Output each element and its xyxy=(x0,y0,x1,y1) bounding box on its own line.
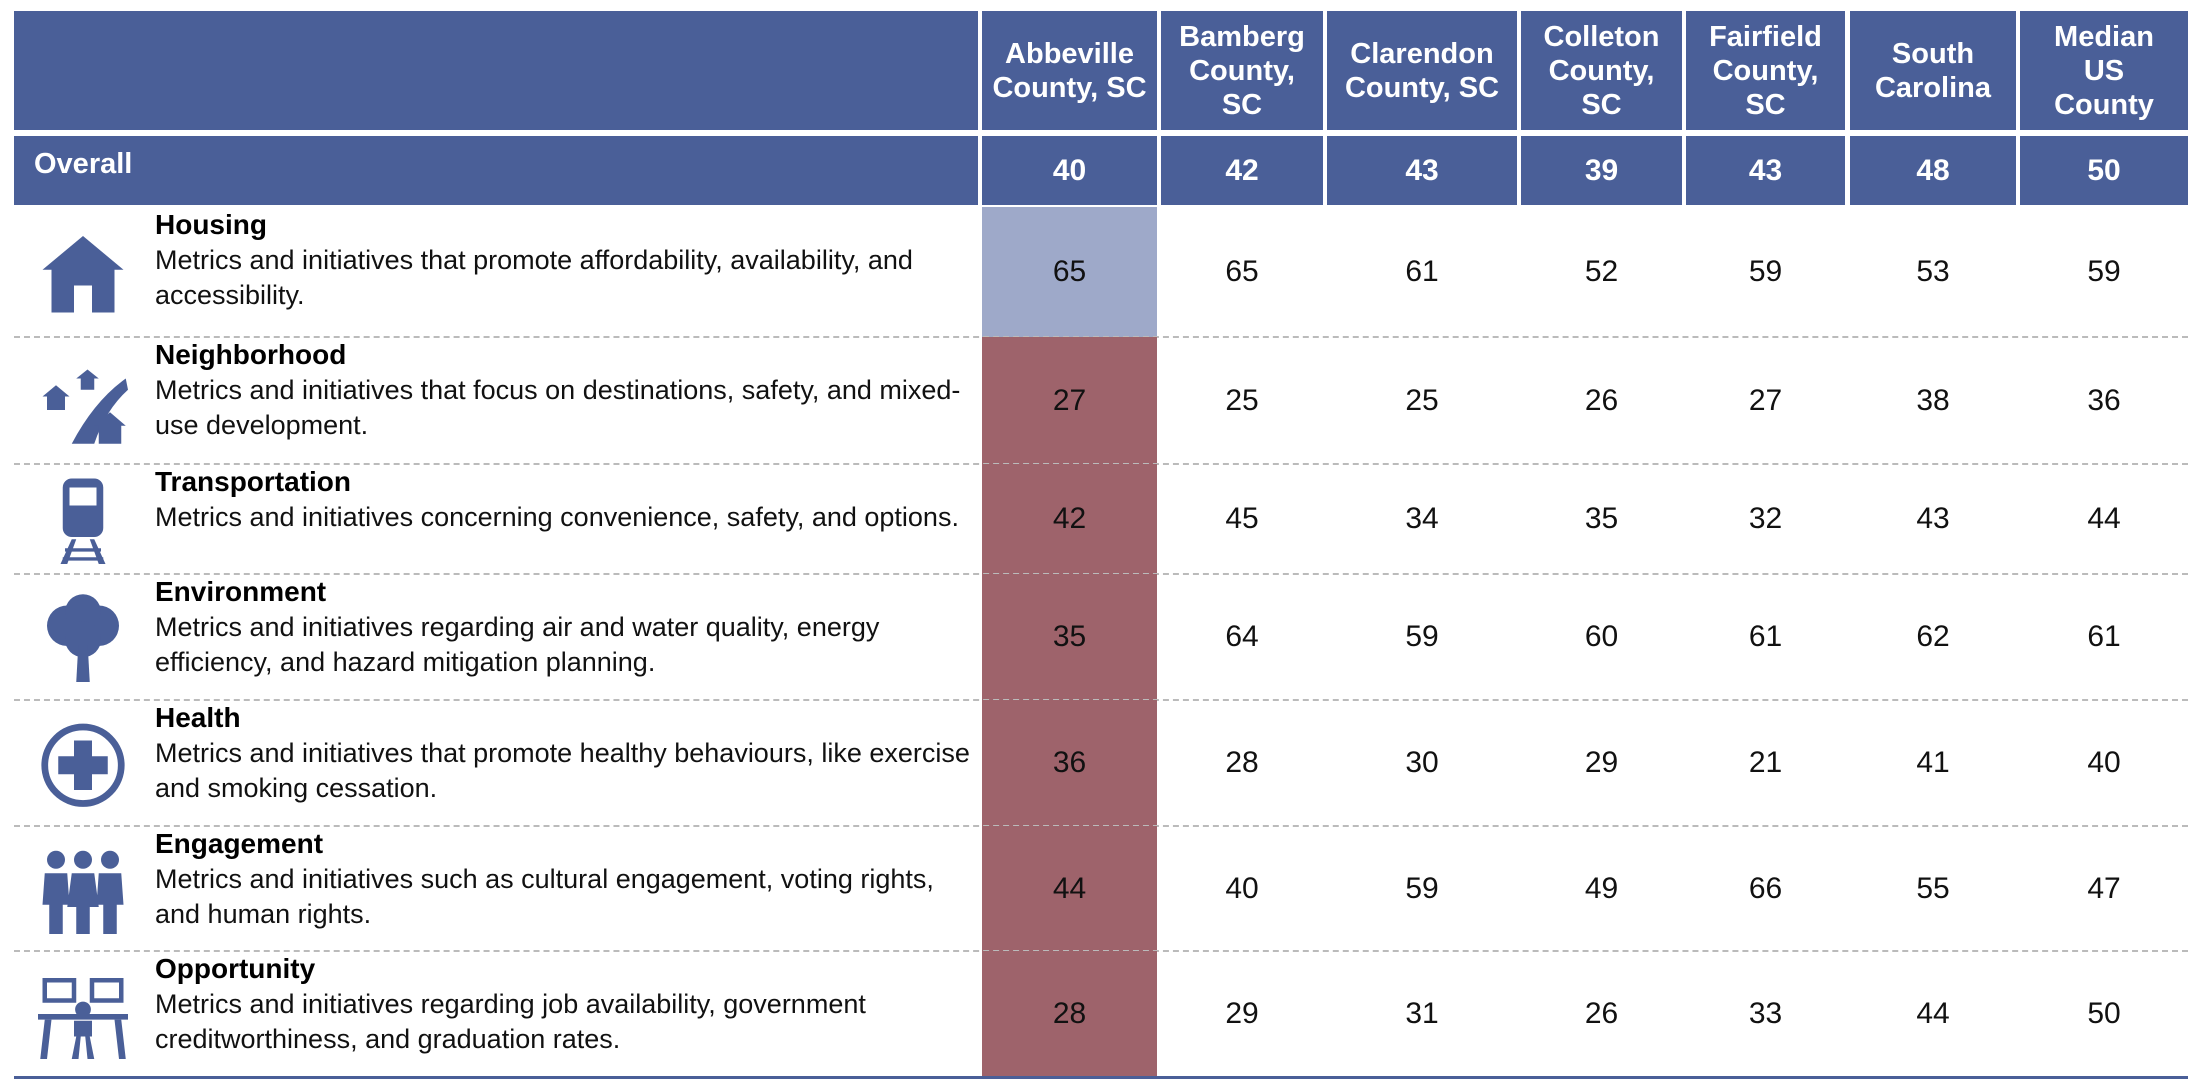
score-cell: 66 xyxy=(1748,871,1783,905)
column-header: Bamberg County, SC xyxy=(1161,11,1323,130)
row-icon xyxy=(38,356,128,446)
row-description: Metrics and initiatives that promote aff… xyxy=(155,245,913,310)
overall-score: 48 xyxy=(1850,136,2016,205)
row-title: Opportunity xyxy=(155,953,316,984)
score-cell: 45 xyxy=(1225,502,1259,535)
score-cell: 43 xyxy=(1916,502,1950,535)
score-cell: 35 xyxy=(982,574,1157,700)
row-description: Metrics and initiatives such as cultural… xyxy=(155,864,934,929)
header-blank xyxy=(14,11,978,130)
overall-score: 43 xyxy=(1686,136,1845,205)
overall-score: 50 xyxy=(2020,136,2188,205)
icon xyxy=(42,850,124,934)
score-cell: 44 xyxy=(982,826,1157,951)
score-cell: 62 xyxy=(1916,620,1950,653)
score-cell: 59 xyxy=(2087,255,2121,288)
score-cell: 55 xyxy=(1916,871,1950,905)
score-cell: 40 xyxy=(2087,746,2121,779)
column-header: South Carolina xyxy=(1850,11,2016,130)
row-description: Metrics and initiatives regarding job av… xyxy=(155,989,866,1054)
row-title: Engagement xyxy=(155,828,324,859)
icon xyxy=(38,977,128,1059)
score-cell: 29 xyxy=(1225,996,1259,1030)
column-header: Abbeville County, SC xyxy=(982,11,1157,130)
overall-label: Overall xyxy=(34,148,133,180)
score-cell: 53 xyxy=(1916,255,1950,288)
overall-label-cell xyxy=(14,136,978,205)
score-cell: 47 xyxy=(2087,871,2121,905)
score-cell: 33 xyxy=(1748,996,1783,1030)
score-cell: 21 xyxy=(1748,746,1783,779)
column-header: Fairfield County, SC xyxy=(1686,11,1845,130)
column-header: Clarendon County, SC xyxy=(1327,11,1517,130)
score-cell: 59 xyxy=(1748,255,1783,288)
overall-score: 42 xyxy=(1161,136,1323,205)
score-cell: 32 xyxy=(1748,502,1783,535)
column-header: Median US County xyxy=(2020,11,2188,130)
score-cell: 28 xyxy=(1225,746,1259,779)
score-cell: 27 xyxy=(982,337,1157,464)
score-cell: 27 xyxy=(1748,383,1783,417)
score-cell: 34 xyxy=(1405,502,1439,535)
row-title: Neighborhood xyxy=(155,339,347,370)
score-cell: 41 xyxy=(1916,746,1950,779)
row-title: Health xyxy=(155,702,241,733)
score-cell: 38 xyxy=(1916,383,1950,417)
overall-score: 39 xyxy=(1521,136,1682,205)
score-cell: 64 xyxy=(1225,620,1259,653)
score-cell: 60 xyxy=(1584,620,1619,653)
row-icon xyxy=(38,227,128,317)
score-cell: 61 xyxy=(1405,255,1439,288)
score-cell: 36 xyxy=(982,700,1157,826)
overall-score: 43 xyxy=(1327,136,1517,205)
score-cell: 36 xyxy=(2087,383,2121,417)
row-description: Metrics and initiatives that focus on de… xyxy=(155,375,961,440)
icon xyxy=(60,478,106,564)
row-icon xyxy=(38,844,128,934)
row-title: Housing xyxy=(155,209,267,240)
score-cell: 26 xyxy=(1584,996,1619,1030)
row-description: Metrics and initiatives that promote hea… xyxy=(155,738,970,803)
score-cell: 44 xyxy=(2087,502,2121,535)
score-cell: 25 xyxy=(1225,383,1259,417)
icon xyxy=(42,236,124,313)
score-cell: 50 xyxy=(2087,996,2121,1030)
row-title: Transportation xyxy=(155,466,352,497)
score-cell: 31 xyxy=(1405,996,1439,1030)
score-cell: 59 xyxy=(1405,620,1439,653)
overall-score: 40 xyxy=(982,136,1157,205)
row-icon xyxy=(38,474,128,564)
score-cell: 65 xyxy=(1225,255,1259,288)
icon xyxy=(47,594,119,682)
score-cell: 65 xyxy=(982,207,1157,337)
icon xyxy=(42,369,128,444)
bottom-rule xyxy=(14,1076,2188,1079)
score-cell: 26 xyxy=(1584,383,1619,417)
icon xyxy=(41,723,125,807)
score-cell: 42 xyxy=(982,464,1157,574)
score-cell: 59 xyxy=(1405,871,1439,905)
row-description: Metrics and initiatives regarding air an… xyxy=(155,612,880,677)
row-title: Environment xyxy=(155,576,327,607)
score-cell: 61 xyxy=(2087,620,2121,653)
score-cell: 35 xyxy=(1584,502,1619,535)
score-cell: 49 xyxy=(1584,871,1619,905)
row-icon xyxy=(38,718,128,808)
row-description: Metrics and initiatives concerning conve… xyxy=(155,502,959,532)
row-icon xyxy=(38,969,128,1059)
row-icon xyxy=(38,592,128,682)
score-cell: 25 xyxy=(1405,383,1439,417)
score-cell: 29 xyxy=(1584,746,1619,779)
score-cell: 30 xyxy=(1405,746,1439,779)
score-cell: 61 xyxy=(1748,620,1783,653)
score-cell: 28 xyxy=(982,951,1157,1076)
score-cell: 44 xyxy=(1916,996,1950,1030)
column-header: Colleton County, SC xyxy=(1521,11,1682,130)
score-cell: 52 xyxy=(1584,255,1619,288)
score-cell: 40 xyxy=(1225,871,1259,905)
